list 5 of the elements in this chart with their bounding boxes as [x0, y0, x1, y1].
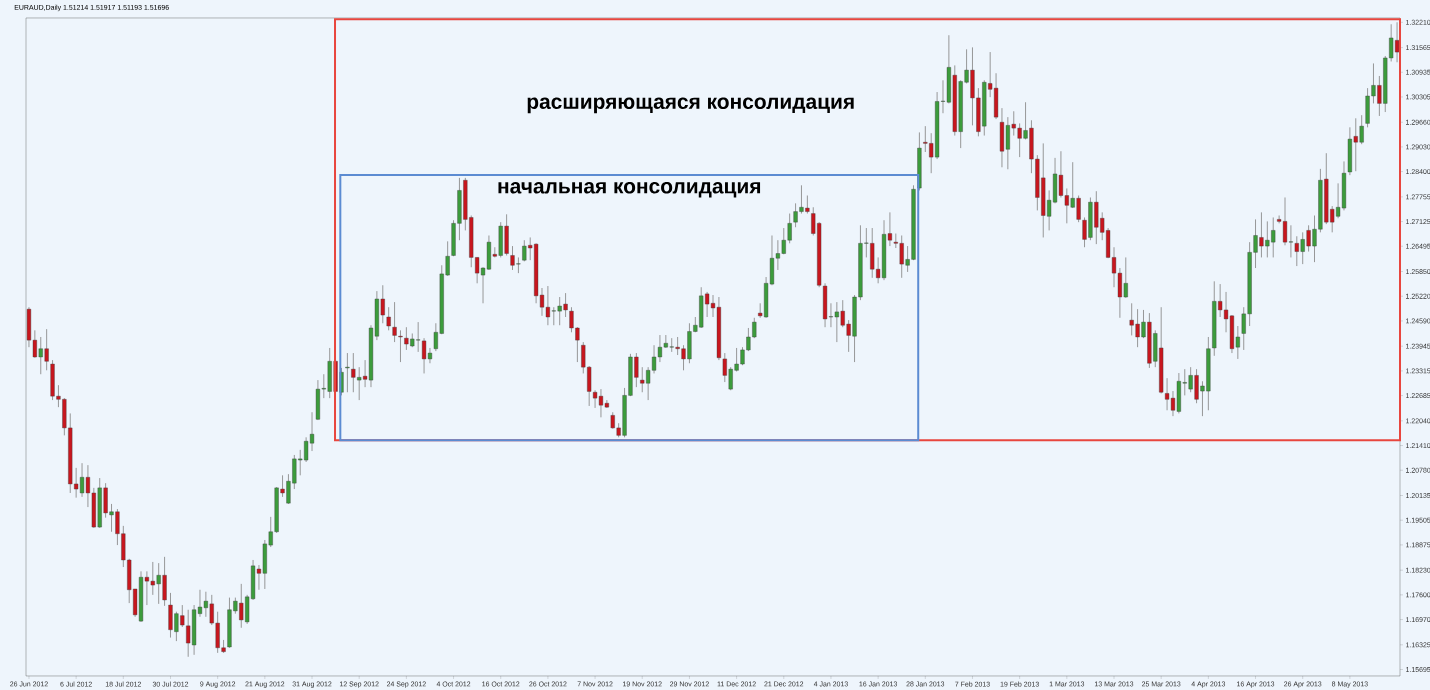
candlestick — [386, 306, 391, 331]
candlestick — [392, 301, 397, 343]
annotation: расширяющаяся консолидация — [527, 97, 854, 114]
candlestick — [398, 329, 403, 363]
annotation: начальная консолидация — [498, 182, 761, 198]
